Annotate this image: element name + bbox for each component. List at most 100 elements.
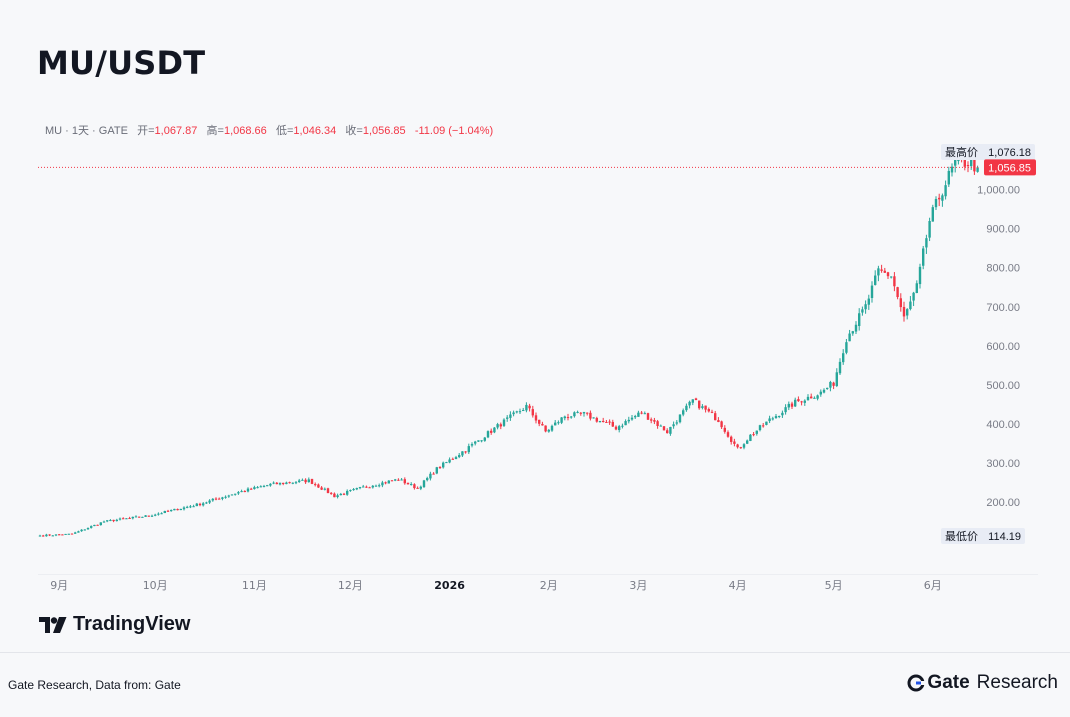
candle-body xyxy=(432,473,435,475)
candle-body xyxy=(742,444,746,448)
candle-body xyxy=(211,498,214,501)
candle-body xyxy=(614,426,618,430)
candle-body xyxy=(912,292,915,301)
candle-body xyxy=(941,195,944,201)
candle-body xyxy=(378,485,381,487)
candle-body xyxy=(694,398,698,401)
y-tick-label: 700.00 xyxy=(986,302,1020,314)
candle-body xyxy=(784,407,787,413)
candle-body xyxy=(563,416,566,419)
candle-body xyxy=(813,397,816,399)
candle-body xyxy=(438,467,442,469)
candle-body xyxy=(950,166,954,173)
candle-body xyxy=(650,419,653,421)
candle-body xyxy=(874,275,877,285)
x-tick-label: 6月 xyxy=(924,579,942,592)
candle-body xyxy=(554,422,557,426)
candle-body xyxy=(461,451,464,456)
candle-body xyxy=(746,440,749,444)
candle-body xyxy=(205,502,208,504)
candle-body xyxy=(339,493,342,496)
candle-body xyxy=(893,276,896,287)
candle-body xyxy=(682,410,685,415)
candle-body xyxy=(93,524,96,527)
brand-research: Research xyxy=(976,672,1058,693)
candle-body xyxy=(102,521,106,523)
candle-body xyxy=(509,414,512,418)
candle-body xyxy=(179,508,182,511)
candle-body xyxy=(227,495,230,497)
candle-body xyxy=(342,493,346,495)
candle-body xyxy=(867,298,870,305)
x-tick-label: 2026 xyxy=(434,579,465,592)
candle-body xyxy=(896,287,899,298)
candle-body xyxy=(963,158,966,167)
candle-body xyxy=(832,382,835,386)
candle-body xyxy=(330,492,333,494)
tradingview-text: TradingView xyxy=(73,613,191,635)
close-value: 1,056.85 xyxy=(362,125,406,137)
candle-body xyxy=(246,488,250,492)
candle-body xyxy=(237,492,240,494)
brand-gate: Gate xyxy=(927,672,970,693)
candle-body xyxy=(701,406,704,408)
candle-body xyxy=(218,498,221,500)
candle-body xyxy=(214,498,218,500)
candle-body xyxy=(803,400,806,403)
candle-body xyxy=(496,424,499,428)
candle-body xyxy=(838,361,842,374)
candle-body xyxy=(790,403,794,407)
x-axis: 9月 10月 11月 12月 2026 2月 3月 4月 5月 6月 xyxy=(38,574,1038,592)
y-tick-label: 300.00 xyxy=(986,458,1020,470)
candle-body xyxy=(640,412,643,414)
gate-research-logo: Gate Research xyxy=(907,672,1058,694)
candle-body xyxy=(749,434,752,441)
candle-body xyxy=(883,270,886,273)
candle-body xyxy=(525,404,528,411)
candle-body xyxy=(512,412,515,415)
candle-body xyxy=(646,413,650,420)
candle-body xyxy=(698,400,701,409)
candle-body xyxy=(352,489,355,491)
candle-body xyxy=(141,516,144,518)
candle-body xyxy=(365,486,368,488)
candle-body xyxy=(304,479,307,483)
candle-body xyxy=(442,462,445,468)
candle-body xyxy=(310,478,314,484)
y-tick-label: 400.00 xyxy=(986,419,1020,431)
candle-body xyxy=(634,416,637,418)
x-tick-label: 2月 xyxy=(540,579,558,592)
candle-body xyxy=(134,516,138,518)
candle-body xyxy=(550,425,554,431)
candle-body xyxy=(186,506,189,508)
y-tick-label: 600.00 xyxy=(986,341,1020,353)
candle-body xyxy=(739,447,742,449)
candle-body xyxy=(288,482,291,484)
candle-body xyxy=(166,510,170,512)
candle-body xyxy=(864,304,867,310)
candle-body xyxy=(502,419,506,426)
x-tick-label: 10月 xyxy=(143,579,168,592)
candle-body xyxy=(400,479,403,481)
candle-body xyxy=(419,486,422,489)
close-label: 收= xyxy=(345,125,363,137)
candle-body xyxy=(42,535,45,537)
candle-body xyxy=(934,198,938,208)
candle-body xyxy=(579,412,582,414)
candle-body xyxy=(771,418,774,420)
candle-body xyxy=(198,503,202,506)
candle-body xyxy=(381,482,384,486)
candle-body xyxy=(131,516,134,519)
candle-body xyxy=(435,467,438,474)
candle-body xyxy=(150,515,154,517)
candle-body xyxy=(624,421,627,426)
candle-body xyxy=(976,167,979,172)
candle-body xyxy=(384,482,387,484)
candle-body xyxy=(285,482,288,485)
low-label: 低= xyxy=(275,125,294,137)
candle-body xyxy=(755,430,758,434)
candle-body xyxy=(544,425,547,432)
candle-body xyxy=(474,441,477,444)
candle-body xyxy=(774,416,778,418)
